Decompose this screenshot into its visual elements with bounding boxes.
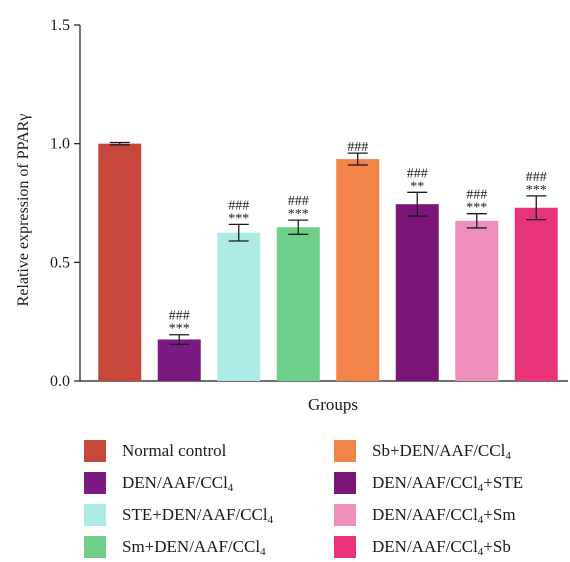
significance-label: ** bbox=[410, 179, 424, 194]
legend-label: STE+DEN/AAF/CCl4 bbox=[122, 505, 273, 526]
legend-label: DEN/AAF/CCl4+Sb bbox=[372, 537, 511, 558]
legend-label-subscript: 4 bbox=[260, 545, 266, 558]
legend-swatch bbox=[334, 472, 356, 494]
legend-item: DEN/AAF/CCl4+STE bbox=[334, 472, 523, 494]
bar bbox=[98, 143, 142, 381]
bar bbox=[514, 207, 558, 381]
significance-label: *** bbox=[288, 207, 309, 222]
legend-item: DEN/AAF/CCl4 bbox=[84, 472, 233, 494]
legend-label: DEN/AAF/CCl4+STE bbox=[372, 473, 523, 494]
legend-item: Sm+DEN/AAF/CCl4 bbox=[84, 536, 266, 558]
legend-label-text: DEN/AAF/CCl bbox=[122, 472, 228, 492]
legend-swatch bbox=[84, 504, 106, 526]
legend-label: DEN/AAF/CCl4+Sm bbox=[372, 505, 516, 526]
legend-label-text: DEN/AAF/CCl bbox=[372, 536, 478, 556]
bar bbox=[217, 232, 261, 381]
legend-swatch bbox=[334, 504, 356, 526]
y-tick-label: 1.5 bbox=[50, 17, 70, 34]
significance-label: ### bbox=[228, 198, 249, 213]
legend-label-text: DEN/AAF/CCl bbox=[372, 472, 478, 492]
significance-label: ### bbox=[347, 140, 368, 155]
legend-item: Sb+DEN/AAF/CCl4 bbox=[334, 440, 511, 462]
legend-label-text: DEN/AAF/CCl bbox=[372, 504, 478, 524]
y-tick-label: 0.0 bbox=[50, 373, 70, 390]
legend-swatch bbox=[84, 472, 106, 494]
legend-label-text: Sb+DEN/AAF/CCl bbox=[372, 440, 506, 460]
chart-annotations: ***###***###***######**###***### ***### bbox=[169, 140, 547, 337]
significance-label: ### bbox=[407, 166, 428, 181]
legend-label-subscript: 4 bbox=[505, 449, 511, 462]
bar-chart: 0.00.51.01.5 ***###***###***######**###*… bbox=[15, 17, 568, 414]
bar bbox=[455, 220, 499, 381]
legend-label-subscript: 4 bbox=[267, 513, 274, 526]
legend-label-subscript: 4 bbox=[477, 481, 484, 494]
legend-label: DEN/AAF/CCl4 bbox=[122, 473, 233, 494]
bar bbox=[157, 339, 201, 381]
legend-label: Sm+DEN/AAF/CCl4 bbox=[122, 537, 266, 558]
legend-label-subscript: 4 bbox=[477, 513, 484, 526]
bar bbox=[336, 159, 380, 381]
legend-label: Sb+DEN/AAF/CCl4 bbox=[372, 441, 511, 462]
y-tick-label: 0.5 bbox=[50, 254, 70, 271]
chart-error-bars bbox=[109, 141, 547, 345]
bar bbox=[276, 227, 320, 381]
significance-label: ### bbox=[288, 194, 309, 209]
legend-label: Normal control bbox=[122, 441, 226, 461]
legend-label-suffix: +STE bbox=[483, 472, 524, 492]
significance-label: *** bbox=[169, 322, 190, 337]
legend-swatch bbox=[334, 440, 356, 462]
legend-item: DEN/AAF/CCl4+Sm bbox=[334, 504, 516, 526]
chart-bars bbox=[98, 143, 558, 381]
significance-label: ### bbox=[526, 170, 547, 185]
legend-label-text: Normal control bbox=[122, 441, 227, 460]
significance-label: *** bbox=[466, 201, 487, 216]
y-axis-label: Relative expression of PPARγ bbox=[15, 114, 32, 307]
bar bbox=[395, 204, 439, 381]
significance-label: ### bbox=[466, 188, 487, 203]
legend-label-subscript: 4 bbox=[477, 545, 484, 558]
chart-legend: Normal control DEN/AAF/CCl4 STE+DEN/AAF/CC… bbox=[84, 440, 564, 560]
legend-label-subscript: 4 bbox=[227, 481, 234, 494]
legend-item: STE+DEN/AAF/CCl4 bbox=[84, 504, 273, 526]
legend-swatch bbox=[84, 440, 106, 462]
legend-swatch bbox=[334, 536, 356, 558]
legend-item: DEN/AAF/CCl4+Sb bbox=[334, 536, 511, 558]
significance-label: *** bbox=[526, 183, 547, 198]
x-axis-label: Groups bbox=[308, 395, 358, 414]
significance-label: ### bbox=[169, 309, 190, 324]
legend-swatch bbox=[84, 536, 106, 558]
significance-label: *** bbox=[228, 211, 249, 226]
legend-label-text: Sm+DEN/AAF/CCl bbox=[122, 536, 261, 556]
y-tick-label: 1.0 bbox=[50, 136, 70, 153]
legend-label-suffix: +Sm bbox=[483, 504, 516, 524]
legend-item: Normal control bbox=[84, 440, 226, 462]
legend-label-suffix: +Sb bbox=[483, 536, 511, 556]
legend-label-text: STE+DEN/AAF/CCl bbox=[122, 504, 268, 524]
